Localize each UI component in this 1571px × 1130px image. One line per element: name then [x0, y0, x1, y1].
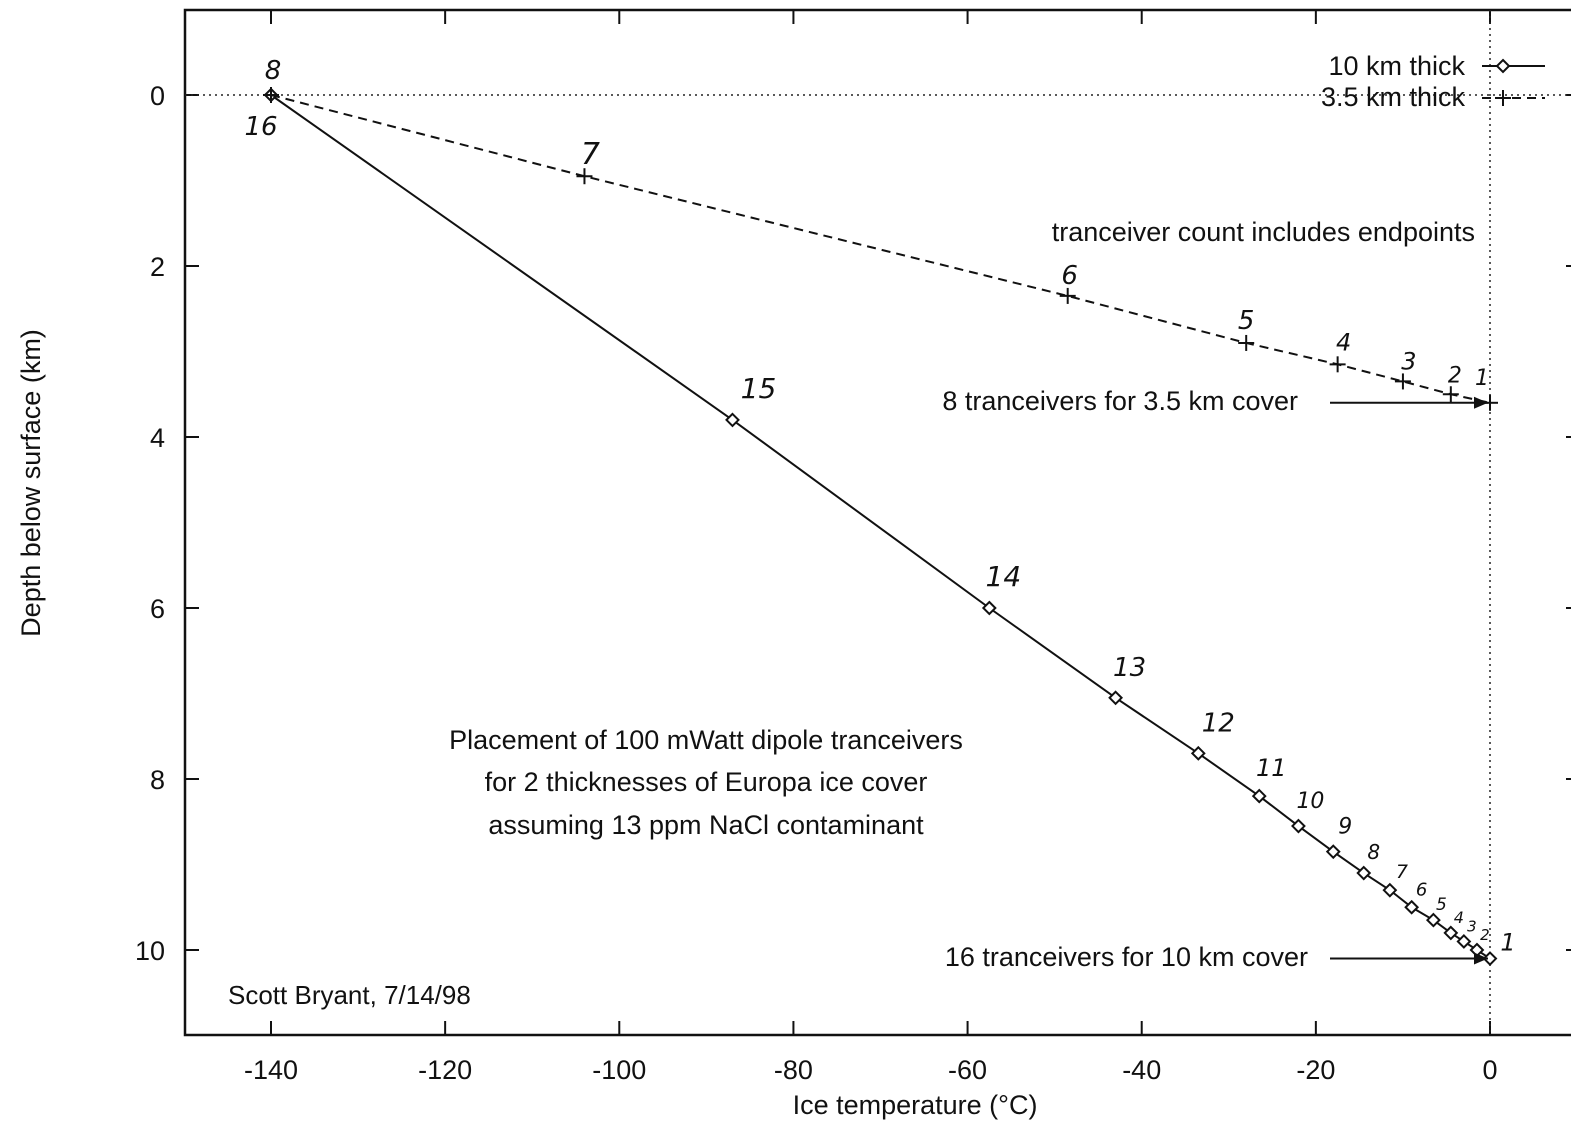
annotation-count-note: tranceiver count includes endpoints — [1052, 217, 1475, 247]
x-tick-label: -60 — [948, 1055, 987, 1085]
point-label: 5 — [1436, 895, 1447, 915]
arrow-3-5km-head — [1474, 397, 1488, 409]
y-tick-label: 2 — [150, 252, 165, 282]
point-label: 14 — [986, 560, 1022, 593]
point-label: 6 — [1416, 879, 1427, 900]
point-marker — [1458, 935, 1470, 947]
y-tick-label: 4 — [150, 423, 165, 453]
x-axis-label: Ice temperature (°C) — [793, 1090, 1038, 1120]
point-label: 7 — [1396, 861, 1408, 883]
author-note: Scott Bryant, 7/14/98 — [228, 980, 471, 1010]
x-tick-label: -20 — [1296, 1055, 1335, 1085]
point-marker — [1495, 90, 1511, 106]
point-label: 7 — [581, 137, 600, 172]
plot-frame — [185, 10, 1571, 1035]
y-tick-label: 10 — [135, 936, 165, 966]
description-line-3: assuming 13 ppm NaCl contaminant — [488, 810, 924, 840]
point-marker — [1330, 356, 1346, 372]
point-label: 2 — [1480, 926, 1490, 944]
point-label: 13 — [1113, 653, 1146, 683]
description-line-2: for 2 thicknesses of Europa ice cover — [485, 767, 928, 797]
description-line-1: Placement of 100 mWatt dipole tranceiver… — [449, 725, 963, 755]
point-marker — [1395, 373, 1411, 389]
y-axis-label: Depth below surface (km) — [16, 329, 46, 637]
point-label: 15 — [741, 372, 777, 405]
point-label: 6 — [1061, 261, 1078, 291]
x-tick-label: 0 — [1482, 1055, 1497, 1085]
point-label: 4 — [1336, 328, 1351, 356]
point-label: 1 — [1475, 366, 1489, 391]
point-label: 16 — [244, 112, 277, 142]
y-tick-label: 6 — [150, 594, 165, 624]
annotation-3-5km: 8 tranceivers for 3.5 km cover — [942, 386, 1298, 416]
point-marker — [1443, 386, 1459, 402]
x-tick-label: -100 — [592, 1055, 646, 1085]
reference-lines — [185, 10, 1571, 1035]
point-label: 2 — [1448, 363, 1462, 388]
point-label: 8 — [1367, 840, 1380, 864]
point-label: 3 — [1401, 347, 1416, 375]
point-label: 5 — [1238, 306, 1255, 336]
legend-label-10km: 10 km thick — [1328, 51, 1465, 81]
point-marker — [1358, 867, 1370, 879]
point-label: 12 — [1202, 708, 1235, 738]
annotation-10km: 16 tranceivers for 10 km cover — [945, 942, 1308, 972]
point-label: 10 — [1296, 789, 1324, 814]
x-tick-label: -140 — [244, 1055, 298, 1085]
point-marker — [263, 87, 279, 103]
x-tick-label: -120 — [418, 1055, 472, 1085]
point-label: 1 — [1500, 929, 1515, 957]
y-tick-label: 0 — [150, 81, 165, 111]
point-marker — [1238, 335, 1254, 351]
point-label: 11 — [1256, 754, 1287, 782]
legend-label-3-5km: 3.5 km thick — [1321, 82, 1466, 112]
point-label: 4 — [1454, 908, 1464, 927]
x-tick-label: -40 — [1122, 1055, 1161, 1085]
annotation-arrows — [1330, 397, 1488, 965]
point-marker — [1497, 60, 1509, 72]
point-label: 3 — [1467, 917, 1477, 935]
series-line-3-5km — [271, 95, 1490, 403]
x-tick-label: -80 — [774, 1055, 813, 1085]
point-label: 8 — [265, 56, 282, 86]
arrow-10km-head — [1474, 953, 1488, 965]
y-tick-label: 8 — [150, 765, 165, 795]
point-label: 9 — [1338, 815, 1352, 840]
point-marker — [1192, 747, 1204, 759]
